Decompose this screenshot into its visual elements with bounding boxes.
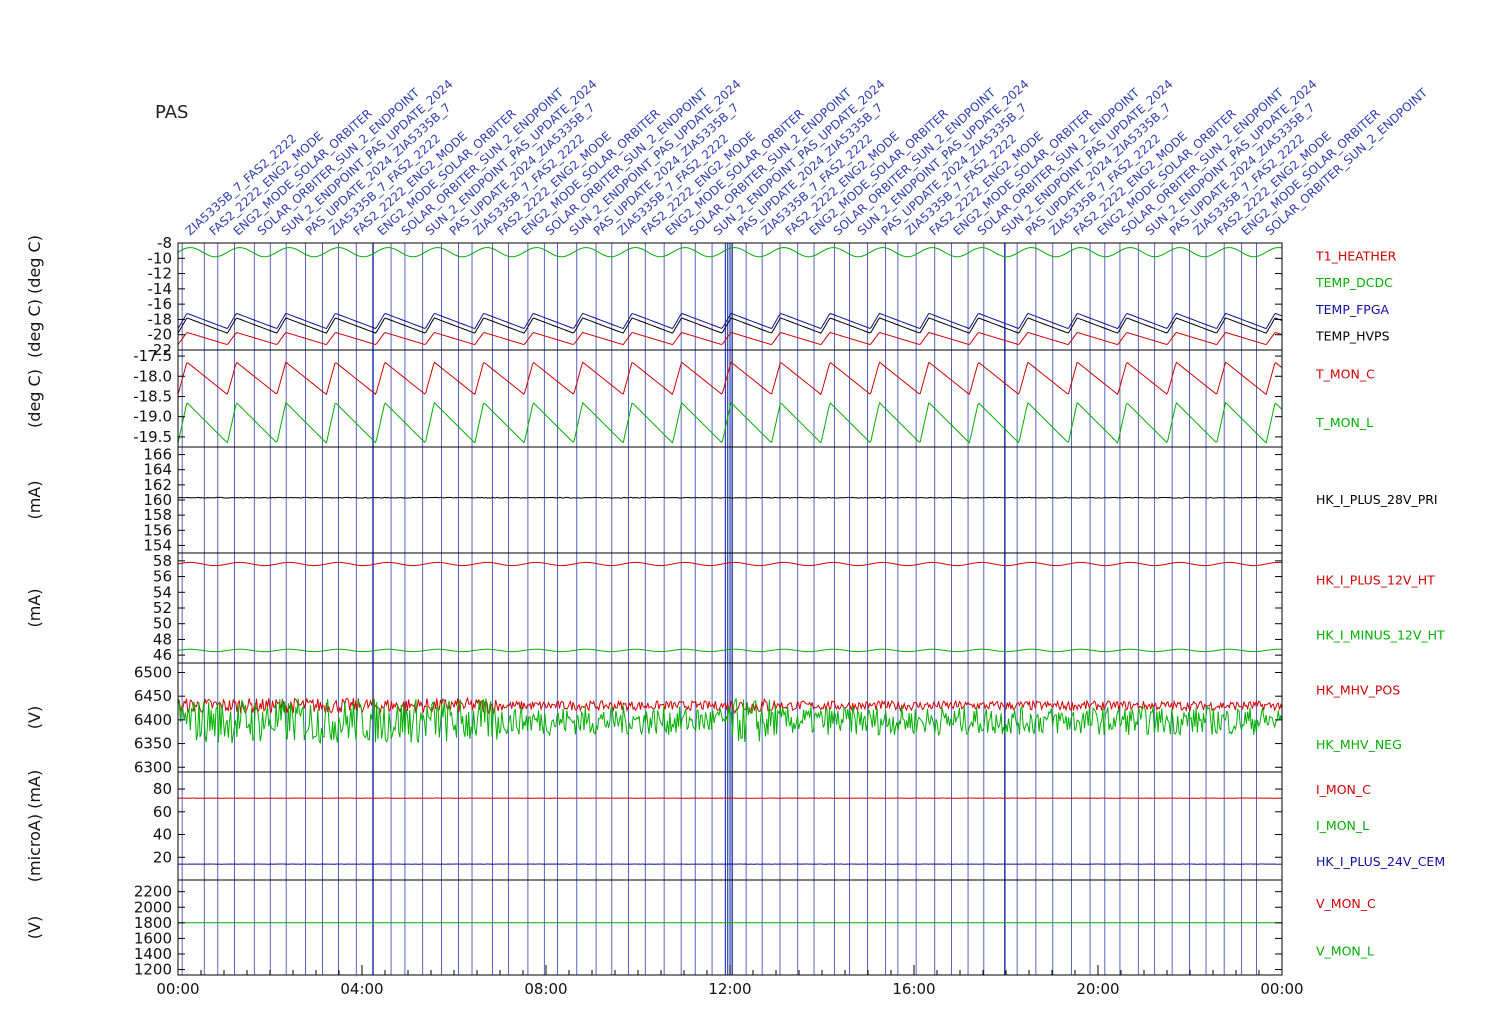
legend-label: I_MON_C [1316,782,1371,797]
y-tick-label: 166 [143,446,172,464]
y-tick-label: -14 [148,280,173,298]
y-tick-label: -22 [148,341,173,359]
series-lines [177,247,1283,924]
x-tick-label: 16:00 [892,980,935,998]
chart-labels: PAS ZIA5335B_7_FAS2_2222FAS2_2222_ENG2_M… [25,77,1445,998]
y-tick-label: 6500 [134,663,172,681]
y-tick-label: 160 [143,491,172,509]
series-line [177,561,1283,567]
chart-title: PAS [155,102,188,123]
legend-label: HK_MHV_POS [1316,682,1400,697]
y-tick-label: 1800 [134,914,172,932]
y-axis-label: (deg C) [25,369,44,428]
y-axis-label: (mA) [25,588,44,627]
panel-frames [177,242,1283,976]
y-tick-label: 6300 [134,758,172,776]
y-tick-label: 1600 [134,929,172,947]
legend-label: HK_I_MINUS_12V_HT [1316,628,1445,643]
legend-label: HK_I_PLUS_12V_HT [1316,573,1435,588]
y-tick-label: -16 [148,295,173,313]
y-tick-label: -8 [157,234,172,252]
y-tick-label: 56 [153,568,172,586]
legend-label: HK_I_PLUS_24V_CEM [1316,854,1445,869]
y-tick-label: -19.0 [133,408,172,426]
legend-label: T1_HEATHER [1315,248,1397,263]
y-tick-label: 154 [143,536,172,554]
y-tick-label: -18 [148,310,173,328]
y-tick-label: -20 [148,326,173,344]
x-tick-label: 04:00 [340,980,383,998]
y-tick-label: 156 [143,521,172,539]
series-line [177,331,1283,346]
y-tick-label: -18.5 [133,387,172,405]
x-tick-label: 08:00 [524,980,567,998]
x-tick-label: 00:00 [1260,980,1303,998]
legend-label: TEMP_DCDC [1315,275,1393,290]
legend-label: V_MON_C [1316,896,1376,911]
legend-label: I_MON_L [1316,818,1369,833]
y-tick-label: 58 [153,552,172,570]
y-tick-label: 6350 [134,735,172,753]
y-tick-label: 46 [153,646,172,664]
y-tick-label: 60 [153,803,172,821]
event-markers [181,243,1257,975]
y-axis-label: (V) [25,916,44,939]
x-tick-label: 00:00 [156,980,199,998]
x-tick-label: 12:00 [708,980,751,998]
y-tick-label: 2200 [134,883,172,901]
series-line [177,698,1283,745]
y-axis-label: (microA) (mA) [25,770,44,882]
legend-label: T_MON_C [1315,366,1375,381]
y-tick-label: 162 [143,476,172,494]
series-line [177,361,1283,396]
series-line [177,401,1283,444]
y-tick-label: 48 [153,630,172,648]
series-line [177,247,1283,258]
series-line [177,312,1283,330]
legend-label: V_MON_L [1316,943,1374,958]
y-tick-label: -12 [148,265,173,283]
y-tick-label: -19.5 [133,428,172,446]
y-tick-label: 50 [153,615,172,633]
legend-label: HK_MHV_NEG [1316,737,1402,752]
y-tick-label: -18.0 [133,367,172,385]
y-tick-label: 80 [153,780,172,798]
legend-label: T_MON_L [1315,415,1373,430]
series-line [177,317,1283,334]
series-line [177,496,1283,499]
y-tick-label: 158 [143,506,172,524]
x-tick-label: 20:00 [1076,980,1119,998]
y-tick-label: 20 [153,848,172,866]
y-tick-label: 6400 [134,711,172,729]
legend-label: HK_I_PLUS_28V_PRI [1316,492,1438,507]
y-tick-label: -10 [148,249,173,267]
y-tick-label: -17.5 [133,347,172,365]
y-tick-label: 1200 [134,961,172,979]
y-tick-label: 2000 [134,898,172,916]
y-tick-label: 164 [143,461,172,479]
y-tick-label: 1400 [134,945,172,963]
y-axis-label: (deg C) (deg C) [25,235,44,358]
y-tick-label: 40 [153,826,172,844]
legend-label: TEMP_HVPS [1315,329,1390,344]
y-axis-label: (mA) [25,480,44,519]
y-tick-label: 6450 [134,687,172,705]
legend-label: TEMP_FPGA [1315,302,1390,317]
y-axis-label: (V) [25,706,44,729]
y-tick-label: 52 [153,599,172,617]
series-line [177,648,1283,653]
y-tick-label: 54 [153,583,172,601]
